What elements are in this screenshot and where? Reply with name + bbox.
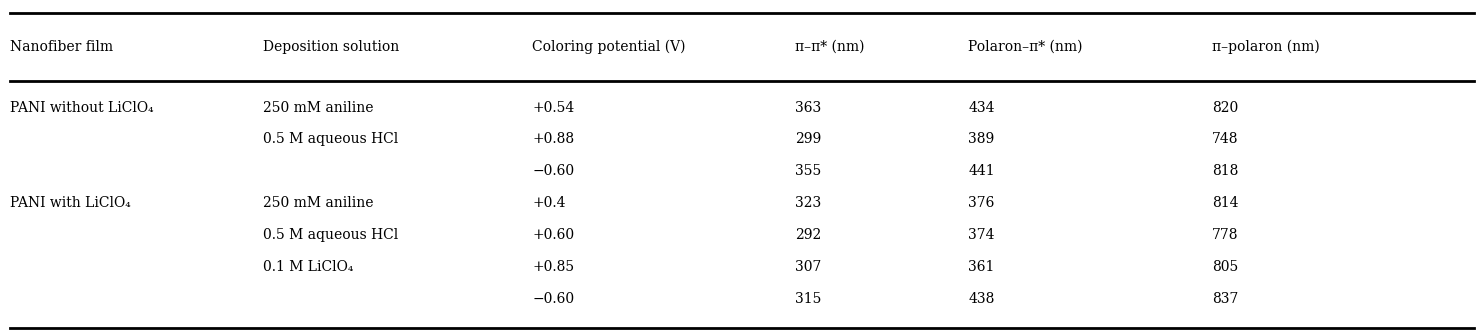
Text: 818: 818 — [1212, 164, 1239, 178]
Text: +0.85: +0.85 — [532, 260, 575, 274]
Text: PANI without LiClO₄: PANI without LiClO₄ — [10, 100, 154, 115]
Text: 778: 778 — [1212, 228, 1239, 242]
Text: π–polaron (nm): π–polaron (nm) — [1212, 40, 1320, 54]
Text: 292: 292 — [795, 228, 822, 242]
Text: 0.5 M aqueous HCl: 0.5 M aqueous HCl — [263, 228, 399, 242]
Text: 250 mM aniline: 250 mM aniline — [263, 100, 374, 115]
Text: 389: 389 — [968, 132, 995, 146]
Text: 814: 814 — [1212, 196, 1239, 210]
Text: 805: 805 — [1212, 260, 1239, 274]
Text: +0.88: +0.88 — [532, 132, 575, 146]
Text: 374: 374 — [968, 228, 995, 242]
Text: 250 mM aniline: 250 mM aniline — [263, 196, 374, 210]
Text: 434: 434 — [968, 100, 995, 115]
Text: 0.5 M aqueous HCl: 0.5 M aqueous HCl — [263, 132, 399, 146]
Text: −0.60: −0.60 — [532, 164, 575, 178]
Text: 361: 361 — [968, 260, 995, 274]
Text: π–π* (nm): π–π* (nm) — [795, 40, 865, 54]
Text: Nanofiber film: Nanofiber film — [10, 40, 114, 54]
Text: 323: 323 — [795, 196, 822, 210]
Text: Coloring potential (V): Coloring potential (V) — [532, 40, 686, 54]
Text: 376: 376 — [968, 196, 995, 210]
Text: PANI with LiClO₄: PANI with LiClO₄ — [10, 196, 132, 210]
Text: 0.1 M LiClO₄: 0.1 M LiClO₄ — [263, 260, 353, 274]
Text: +0.60: +0.60 — [532, 228, 575, 242]
Text: 438: 438 — [968, 292, 995, 306]
Text: Deposition solution: Deposition solution — [263, 40, 399, 54]
Text: +0.54: +0.54 — [532, 100, 575, 115]
Text: Polaron–π* (nm): Polaron–π* (nm) — [968, 40, 1082, 54]
Text: 837: 837 — [1212, 292, 1239, 306]
Text: 299: 299 — [795, 132, 822, 146]
Text: 820: 820 — [1212, 100, 1239, 115]
Text: 307: 307 — [795, 260, 822, 274]
Text: 315: 315 — [795, 292, 822, 306]
Text: 441: 441 — [968, 164, 995, 178]
Text: 363: 363 — [795, 100, 822, 115]
Text: −0.60: −0.60 — [532, 292, 575, 306]
Text: +0.4: +0.4 — [532, 196, 566, 210]
Text: 355: 355 — [795, 164, 822, 178]
Text: 748: 748 — [1212, 132, 1239, 146]
